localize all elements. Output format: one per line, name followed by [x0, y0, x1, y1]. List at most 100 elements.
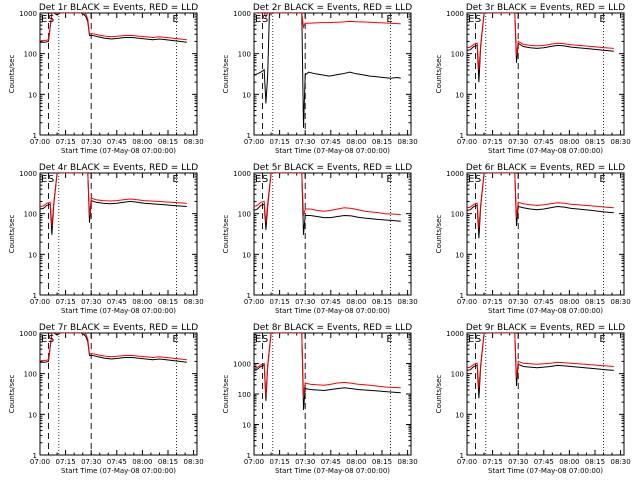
y-tick-label: 1000: [233, 361, 251, 369]
series-events-line: [254, 173, 401, 235]
x-tick-label: 08:15: [158, 138, 178, 146]
series-lld-line: [254, 333, 401, 396]
x-tick-label: 08:30: [610, 138, 630, 146]
y-tick-label: 10: [242, 422, 251, 430]
event-marker-label: S: [262, 334, 268, 345]
x-tick-label: 08:30: [183, 458, 203, 466]
x-tick-label: 08:30: [397, 138, 417, 146]
plot-frame: [39, 332, 198, 456]
y-tick-label: 100: [24, 51, 37, 59]
x-axis-label: Start Time (07-May-08 07:00:00): [61, 147, 176, 155]
x-axis-label: Start Time (07-May-08 07:00:00): [61, 307, 176, 315]
chart-title: Det 4r BLACK = Events, RED = LLD: [39, 163, 198, 173]
x-tick-label: 07:15: [483, 298, 503, 306]
y-tick-label: 1000: [19, 330, 37, 338]
x-tick-label: 07:45: [534, 458, 554, 466]
event-marker-label: S: [48, 334, 54, 345]
chart-panel-8: Det 8r BLACK = Events, RED = LLD 1 10 100 10…: [222, 323, 418, 475]
x-axis-label: Start Time (07-May-08 07:00:00): [275, 307, 390, 315]
series-events-line: [40, 333, 187, 363]
x-tick-label: 08:00: [132, 458, 152, 466]
x-axis-label: Start Time (07-May-08 07:00:00): [61, 467, 176, 475]
x-tick-label: 07:00: [244, 458, 264, 466]
event-marker-label: E: [386, 334, 392, 345]
chart-panel-9: Det 9r BLACK = Events, RED = LLD 1 10 100 10…: [435, 323, 631, 475]
y-tick-label: 1: [247, 132, 251, 140]
chart-title: Det 7r BLACK = Events, RED = LLD: [39, 323, 198, 333]
y-tick-label: 1: [460, 292, 464, 300]
event-marker-label: E: [386, 174, 392, 185]
plot-frame: [253, 12, 412, 136]
chart-title: Det 5r BLACK = Events, RED = LLD: [253, 163, 412, 173]
y-tick-label: 1000: [19, 10, 37, 18]
x-tick-label: 07:00: [30, 138, 50, 146]
series-events-line: [40, 173, 187, 235]
event-marker-label: S: [48, 14, 54, 25]
y-axis-label: Counts/sec: [8, 375, 16, 414]
x-tick-label: 08:15: [372, 458, 392, 466]
event-marker-label: S: [475, 174, 481, 185]
series-events-line: [254, 13, 401, 128]
series-events-line: [467, 13, 614, 83]
series-lld-line: [254, 13, 401, 29]
x-tick-label: 08:15: [158, 458, 178, 466]
chart-title: Det 8r BLACK = Events, RED = LLD: [253, 323, 412, 333]
y-tick-label: 1000: [446, 330, 464, 338]
chart-title: Det 1r BLACK = Events, RED = LLD: [39, 3, 198, 13]
y-tick-label: 10: [28, 251, 37, 259]
x-tick-label: 07:45: [107, 458, 127, 466]
event-marker-label: E: [41, 174, 47, 185]
event-marker-label: E: [599, 334, 605, 345]
y-tick-label: 1: [33, 452, 37, 460]
y-axis-label: Counts/sec: [8, 55, 16, 94]
x-tick-label: 08:30: [397, 298, 417, 306]
x-tick-label: 07:45: [107, 138, 127, 146]
y-tick-label: 1000: [19, 170, 37, 178]
x-tick-label: 08:00: [346, 298, 366, 306]
chart-panel-1: Det 1r BLACK = Events, RED = LLD 1 10 100 10…: [8, 3, 204, 155]
x-axis-label: Start Time (07-May-08 07:00:00): [488, 147, 603, 155]
y-tick-label: 1: [33, 132, 37, 140]
x-tick-label: 07:15: [270, 298, 290, 306]
y-tick-label: 100: [238, 391, 251, 399]
chart-title: Det 3r BLACK = Events, RED = LLD: [466, 3, 625, 13]
x-tick-label: 08:00: [132, 138, 152, 146]
x-tick-label: 08:15: [585, 298, 605, 306]
x-tick-label: 07:15: [56, 138, 76, 146]
y-axis-label: Counts/sec: [222, 375, 230, 414]
series-events-line: [40, 13, 187, 43]
x-tick-label: 07:00: [457, 458, 477, 466]
event-marker-label: E: [599, 174, 605, 185]
y-tick-label: 1000: [446, 10, 464, 18]
series-lld-line: [467, 13, 614, 70]
x-tick-label: 07:30: [508, 138, 528, 146]
y-tick-label: 1: [460, 132, 464, 140]
x-axis-label: Start Time (07-May-08 07:00:00): [488, 467, 603, 475]
y-tick-label: 10: [242, 251, 251, 259]
event-marker-label: E: [172, 14, 178, 25]
chart-panel-3: Det 3r BLACK = Events, RED = LLD 1 10 100 10…: [435, 3, 631, 155]
x-tick-label: 07:45: [107, 298, 127, 306]
x-tick-label: 07:30: [295, 458, 315, 466]
x-tick-label: 08:00: [132, 298, 152, 306]
event-marker-label: S: [475, 14, 481, 25]
x-tick-label: 07:45: [321, 458, 341, 466]
x-tick-label: 07:00: [30, 458, 50, 466]
event-marker-label: S: [475, 334, 481, 345]
x-tick-label: 07:00: [457, 138, 477, 146]
x-tick-label: 07:00: [30, 298, 50, 306]
chart-panel-5: Det 5r BLACK = Events, RED = LLD 1 10 100 10…: [222, 163, 418, 315]
y-tick-label: 100: [451, 211, 464, 219]
chart-title: Det 9r BLACK = Events, RED = LLD: [466, 323, 625, 333]
y-tick-label: 100: [451, 371, 464, 379]
x-tick-label: 07:45: [321, 138, 341, 146]
event-marker-label: S: [262, 174, 268, 185]
y-tick-label: 100: [24, 371, 37, 379]
y-tick-label: 1: [247, 452, 251, 460]
x-tick-label: 08:30: [610, 458, 630, 466]
x-tick-label: 08:00: [346, 458, 366, 466]
x-tick-label: 08:15: [158, 298, 178, 306]
event-marker-label: S: [262, 14, 268, 25]
y-tick-label: 1000: [233, 10, 251, 18]
